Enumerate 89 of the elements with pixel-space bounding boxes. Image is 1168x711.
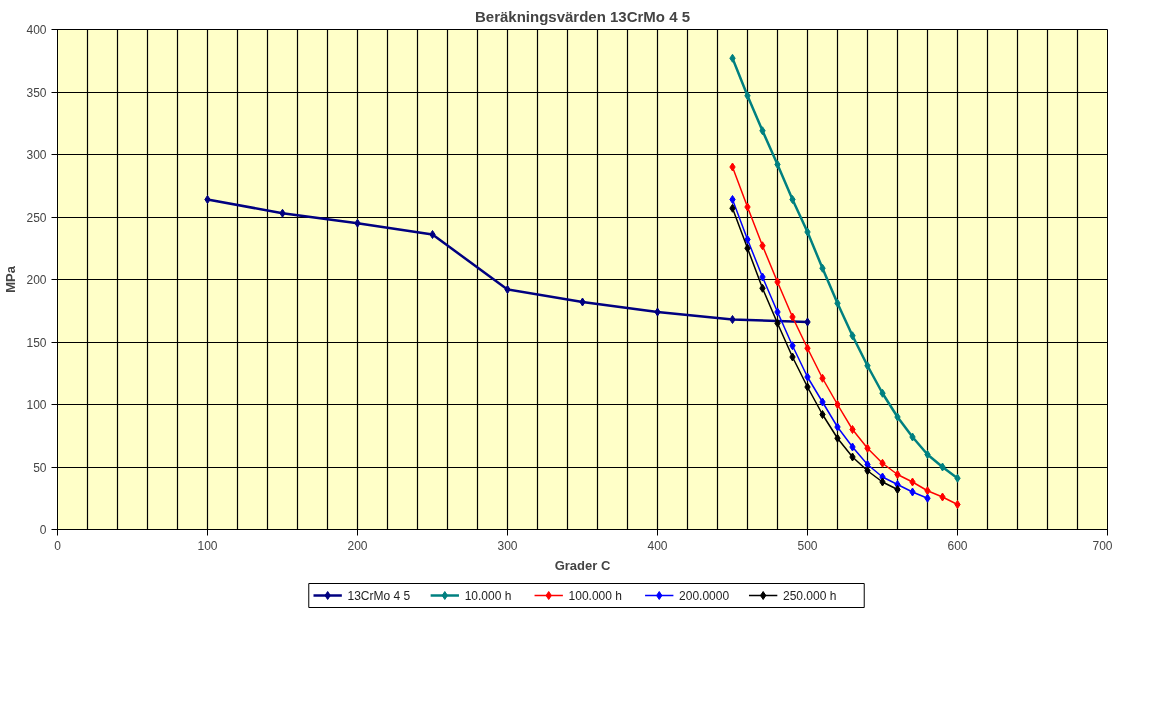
x-tick-label: 200: [347, 538, 368, 553]
point: [879, 458, 886, 468]
point: [909, 432, 916, 442]
legend-label: 13CrMo 4 5: [347, 588, 411, 603]
point: [894, 412, 901, 422]
point: [789, 312, 796, 322]
point: [849, 331, 856, 341]
point: [954, 473, 961, 483]
point: [819, 397, 826, 407]
point: [789, 341, 796, 351]
point: [924, 450, 931, 459]
x-tick-label: 0: [54, 538, 62, 553]
point: [789, 195, 796, 204]
point: [774, 160, 781, 169]
point: [204, 195, 211, 204]
point: [804, 227, 811, 237]
point: [729, 162, 736, 172]
y-tick-label: 150: [26, 335, 47, 350]
point: [819, 373, 826, 383]
point: [954, 500, 961, 509]
y-tick-label: 400: [26, 23, 47, 37]
chart-title: Beräkningsvärden 13CrMo 4 5: [474, 7, 691, 25]
point: [834, 298, 841, 308]
point: [759, 272, 766, 282]
y-tick-label: 300: [26, 148, 47, 162]
point: [804, 317, 811, 327]
point: [879, 388, 886, 398]
point: [429, 230, 436, 239]
legend-label: 200.0000: [679, 589, 730, 603]
point: [744, 235, 751, 244]
legend-label: 100.000 h: [568, 588, 622, 603]
point: [759, 126, 766, 136]
point: [864, 466, 871, 476]
point: [279, 208, 286, 218]
point: [504, 285, 511, 294]
point: [759, 241, 766, 251]
point: [729, 195, 736, 204]
x-tick-label: 600: [947, 538, 968, 553]
point: [354, 218, 361, 228]
point: [729, 53, 736, 63]
point: [729, 315, 736, 324]
point: [924, 493, 931, 503]
y-tick-label: 50: [33, 460, 47, 475]
point: [909, 477, 916, 487]
point: [744, 243, 751, 253]
point: [579, 297, 586, 307]
point: [849, 452, 856, 462]
point: [864, 443, 871, 453]
y-tick-label: 100: [26, 398, 47, 412]
x-tick-label: 300: [497, 538, 518, 553]
point: [834, 422, 841, 432]
x-tick-label: 400: [647, 538, 668, 553]
point: [774, 307, 781, 317]
point: [939, 492, 946, 502]
point: [849, 425, 856, 434]
point: [894, 470, 901, 479]
point: [804, 343, 811, 353]
point: [744, 91, 751, 101]
x-tick-label: 500: [797, 538, 818, 553]
point: [804, 382, 811, 392]
point: [819, 410, 826, 419]
point: [879, 477, 886, 487]
point: [834, 400, 841, 409]
point: [849, 442, 856, 452]
legend-label: 10.000 h: [464, 588, 512, 603]
point: [744, 202, 751, 212]
point: [729, 203, 736, 213]
point: [789, 352, 796, 362]
x-axis-title: Grader C: [554, 557, 611, 573]
point: [654, 307, 661, 317]
y-axis-title: MPa: [3, 265, 19, 293]
y-tick-label: 250: [26, 210, 47, 225]
x-tick-label: 100: [197, 538, 218, 553]
point: [774, 277, 781, 287]
point: [804, 372, 811, 382]
y-tick-label: 200: [26, 273, 47, 287]
point: [894, 485, 901, 494]
x-tick-label: 700: [1092, 538, 1113, 553]
point: [759, 283, 766, 293]
y-tick-label: 0: [39, 523, 47, 537]
point: [774, 318, 781, 328]
point: [819, 263, 826, 273]
point: [939, 462, 946, 472]
point: [864, 361, 871, 371]
point: [909, 487, 916, 497]
y-tick-label: 350: [26, 85, 47, 100]
legend-label: 250.000 h: [782, 588, 837, 603]
point: [924, 486, 931, 496]
point: [834, 433, 841, 443]
